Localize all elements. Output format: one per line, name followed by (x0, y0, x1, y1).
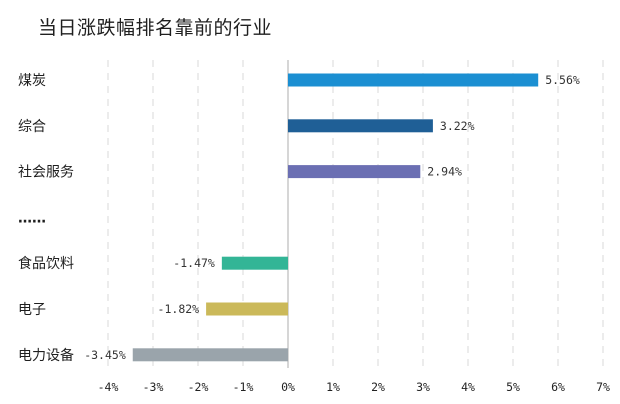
data-label: -1.47% (173, 256, 215, 270)
bar (288, 165, 421, 179)
data-label: 5.56% (545, 73, 580, 87)
bar (132, 348, 288, 362)
bar (288, 119, 433, 133)
x-tick-label: -3% (143, 380, 164, 394)
data-label: 3.22% (440, 119, 475, 133)
bar (288, 73, 539, 87)
x-tick-label: 4% (461, 380, 475, 394)
x-tick-label: 7% (596, 380, 610, 394)
x-tick-label: -1% (233, 380, 254, 394)
x-tick-label: 5% (506, 380, 520, 394)
category-label: 电力设备 (18, 347, 74, 364)
category-label: …… (18, 210, 46, 226)
bar (221, 256, 288, 270)
x-tick-label: -4% (98, 380, 119, 394)
x-tick-label: 1% (326, 380, 340, 394)
data-label: 2.94% (427, 165, 462, 179)
x-tick-label: 3% (416, 380, 430, 394)
x-tick-label: 0% (281, 380, 295, 394)
category-label: 煤炭 (18, 73, 46, 89)
category-label: 食品饮料 (18, 255, 74, 272)
data-label: -3.45% (84, 348, 126, 362)
category-label: 社会服务 (18, 165, 74, 181)
bar (206, 302, 288, 316)
category-label: 电子 (18, 302, 46, 318)
data-label: -1.82% (158, 302, 200, 316)
category-label: 综合 (18, 119, 46, 135)
x-tick-label: -2% (188, 380, 209, 394)
chart-title: 当日涨跌幅排名靠前的行业 (38, 17, 273, 39)
x-tick-label: 2% (371, 380, 385, 394)
x-tick-label: 6% (551, 380, 565, 394)
